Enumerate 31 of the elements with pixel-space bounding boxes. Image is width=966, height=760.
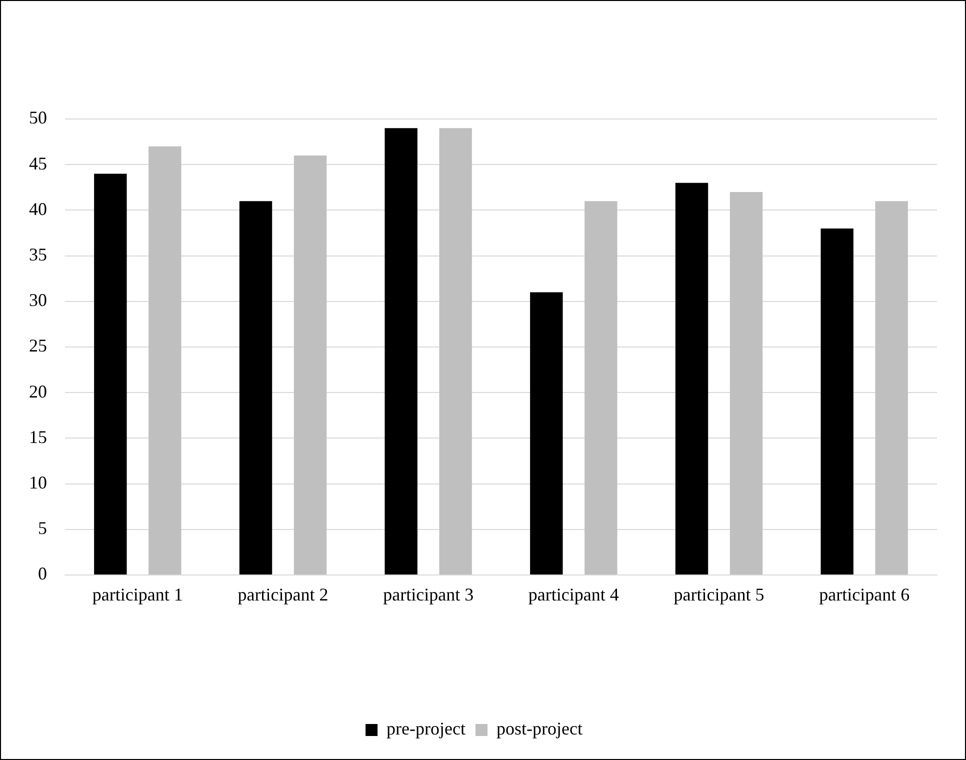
bar	[439, 128, 472, 574]
x-tick-label: participant 5	[674, 584, 764, 605]
legend-label: pre-project	[386, 718, 466, 739]
x-tick-label: participant 3	[383, 584, 474, 605]
bar	[584, 201, 618, 574]
bar	[530, 292, 563, 574]
y-tick-label: 50	[29, 108, 47, 128]
legend-label: post-project	[496, 718, 582, 739]
y-tick-label: 15	[29, 426, 47, 447]
bar	[730, 192, 763, 574]
bar	[294, 155, 327, 574]
y-tick-label: 40	[29, 198, 47, 219]
y-tick-label: 35	[29, 244, 47, 265]
y-tick-label: 30	[29, 290, 47, 310]
bar	[239, 201, 272, 574]
bar	[148, 146, 182, 574]
y-tick-label: 25	[29, 336, 47, 356]
y-tick-label: 10	[29, 472, 47, 493]
y-tick-label: 20	[29, 381, 47, 402]
y-tick-label: 45	[29, 153, 47, 174]
bar	[675, 182, 708, 574]
bar	[820, 228, 854, 574]
x-tick-label: participant 1	[92, 584, 183, 605]
y-tick-label: 0	[38, 564, 47, 584]
bar	[384, 128, 418, 574]
x-tick-label: participant 6	[819, 584, 910, 605]
x-tick-label: participant 4	[528, 584, 619, 605]
bar	[94, 174, 127, 574]
y-tick-label: 5	[38, 518, 47, 538]
bar	[875, 201, 908, 574]
x-tick-label: participant 2	[238, 584, 328, 605]
